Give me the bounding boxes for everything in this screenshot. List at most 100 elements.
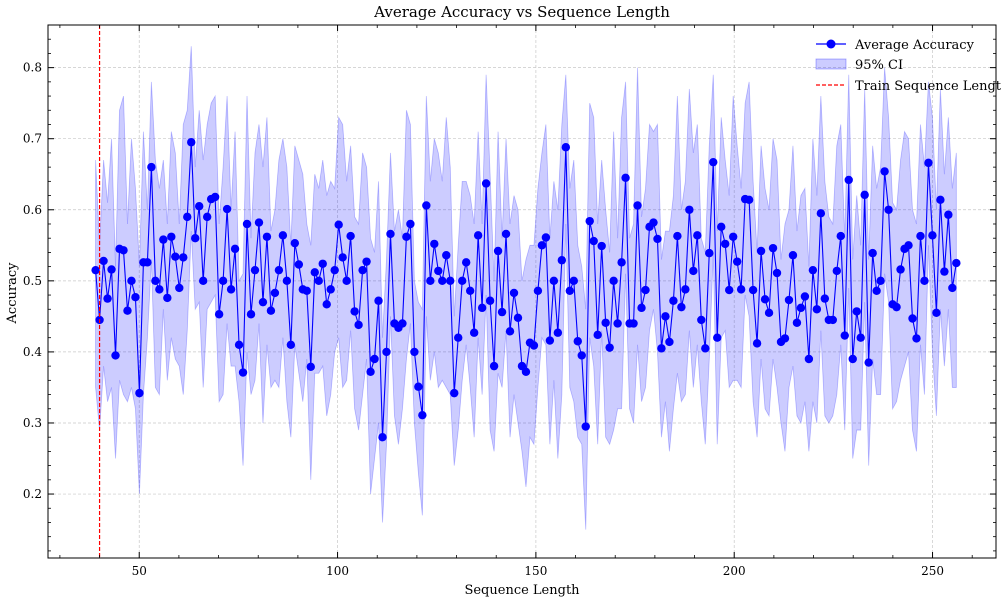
data-point bbox=[143, 258, 152, 267]
data-point bbox=[756, 246, 766, 256]
data-point bbox=[242, 219, 252, 229]
y-tick-label: 0.8 bbox=[23, 61, 42, 75]
data-point bbox=[852, 307, 861, 316]
data-point bbox=[533, 286, 543, 295]
data-point bbox=[860, 190, 869, 200]
data-point bbox=[557, 256, 567, 265]
legend-label-average-accuracy: Average Accuracy bbox=[854, 38, 975, 53]
data-point bbox=[107, 265, 116, 274]
legend-label-train-sequence-length: Train Sequence Length bbox=[855, 79, 1001, 94]
data-point bbox=[573, 337, 582, 346]
data-point bbox=[310, 268, 319, 277]
data-point bbox=[932, 308, 941, 318]
data-point bbox=[721, 239, 730, 249]
data-point bbox=[856, 333, 865, 342]
data-point bbox=[398, 319, 407, 328]
data-point bbox=[274, 265, 284, 275]
data-point bbox=[465, 286, 475, 295]
data-point bbox=[812, 305, 822, 314]
data-point bbox=[892, 302, 901, 312]
data-point bbox=[677, 302, 686, 312]
data-point bbox=[438, 276, 447, 286]
data-point bbox=[617, 258, 626, 267]
axes: 50 100 150 200 250 0.2 0.3 0.4 0.5 0.6 0.7 0.8 bbox=[23, 24, 997, 578]
data-point bbox=[195, 202, 204, 211]
data-point bbox=[569, 276, 578, 286]
data-point bbox=[673, 231, 682, 241]
data-point bbox=[366, 367, 375, 377]
data-point bbox=[509, 288, 519, 298]
data-point bbox=[378, 432, 387, 442]
data-point bbox=[338, 253, 347, 262]
data-point bbox=[434, 266, 443, 276]
data-point bbox=[222, 204, 232, 214]
data-point bbox=[210, 192, 220, 202]
ci-band-area bbox=[95, 46, 957, 530]
data-point bbox=[322, 300, 331, 309]
data-point bbox=[844, 175, 853, 185]
data-point bbox=[593, 330, 602, 340]
chart-title: Average Accuracy vs Sequence Length bbox=[373, 3, 670, 21]
data-point bbox=[187, 138, 196, 147]
data-point bbox=[111, 351, 120, 360]
data-point bbox=[577, 351, 586, 360]
data-point bbox=[800, 292, 810, 301]
data-point bbox=[928, 231, 937, 240]
data-point bbox=[477, 303, 487, 313]
data-point bbox=[924, 158, 933, 168]
data-point bbox=[868, 248, 877, 258]
data-point bbox=[581, 422, 590, 431]
data-point bbox=[537, 241, 547, 250]
data-point bbox=[613, 319, 622, 328]
data-point bbox=[565, 286, 574, 295]
data-point bbox=[155, 285, 164, 294]
data-point bbox=[250, 265, 260, 275]
data-point bbox=[374, 296, 383, 305]
data-point bbox=[358, 265, 367, 275]
data-point bbox=[621, 173, 630, 182]
data-point bbox=[669, 296, 678, 305]
data-point bbox=[725, 285, 734, 295]
data-point bbox=[780, 334, 790, 343]
data-point bbox=[633, 201, 642, 210]
data-point bbox=[362, 257, 371, 266]
data-point bbox=[386, 229, 395, 239]
y-tick-label: 0.6 bbox=[23, 203, 42, 217]
data-point bbox=[529, 341, 539, 350]
data-point bbox=[896, 265, 905, 274]
data-point bbox=[521, 367, 531, 377]
x-tick-label: 100 bbox=[326, 564, 349, 578]
data-point bbox=[936, 195, 945, 205]
data-point bbox=[99, 256, 108, 266]
data-point bbox=[163, 293, 172, 303]
data-point bbox=[302, 286, 311, 295]
data-point bbox=[784, 295, 794, 305]
y-tick-label: 0.3 bbox=[23, 416, 42, 430]
data-point bbox=[326, 285, 335, 294]
data-point bbox=[717, 222, 726, 232]
data-point bbox=[286, 340, 296, 349]
data-point bbox=[561, 143, 571, 152]
data-point bbox=[346, 231, 355, 241]
data-point bbox=[816, 209, 826, 218]
data-point bbox=[796, 303, 806, 313]
data-point bbox=[908, 314, 917, 323]
data-point bbox=[768, 243, 778, 253]
data-point bbox=[458, 276, 467, 286]
data-point bbox=[183, 212, 192, 222]
data-point bbox=[657, 344, 666, 353]
x-tick-label: 150 bbox=[524, 564, 547, 578]
data-point bbox=[828, 315, 837, 325]
data-point bbox=[485, 296, 495, 305]
data-point bbox=[728, 232, 738, 241]
data-point bbox=[422, 201, 431, 210]
data-point bbox=[840, 331, 849, 340]
data-point bbox=[246, 310, 256, 319]
data-point bbox=[736, 285, 746, 294]
data-point bbox=[820, 294, 830, 303]
data-point bbox=[406, 219, 415, 229]
data-point bbox=[641, 285, 650, 295]
y-axis-label: Accuracy bbox=[5, 262, 20, 325]
x-tick-label: 200 bbox=[723, 564, 746, 578]
data-point bbox=[545, 336, 555, 345]
